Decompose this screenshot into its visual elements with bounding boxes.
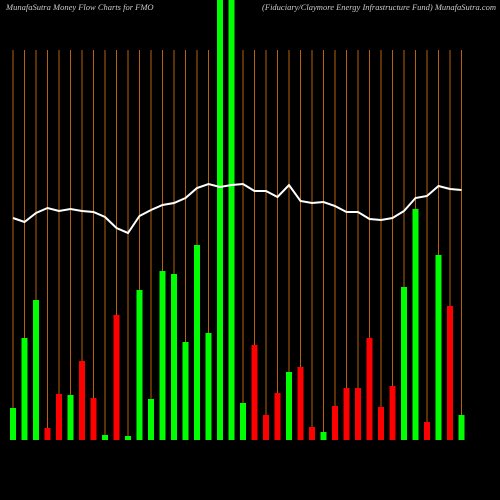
bar [401, 287, 407, 440]
bar [159, 271, 166, 440]
bar [378, 407, 384, 440]
bar [228, 0, 235, 440]
bar [125, 436, 131, 440]
bar [424, 422, 430, 440]
bar [79, 361, 85, 440]
bar [286, 372, 292, 440]
bar [274, 393, 281, 440]
bar [44, 428, 51, 440]
bar [435, 255, 442, 440]
bar [21, 338, 28, 440]
bar [309, 427, 315, 440]
bar [447, 306, 453, 440]
chart-title: MunafaSutra Money Flow Charts for FMO [5, 2, 154, 12]
bar [90, 398, 97, 440]
bar [343, 388, 350, 440]
bar [10, 408, 16, 440]
bar [113, 315, 120, 440]
bar [240, 403, 246, 440]
bar [389, 386, 396, 440]
bar [217, 0, 223, 440]
bar [355, 388, 361, 440]
bar [412, 209, 419, 440]
bar [263, 415, 269, 440]
bar [297, 367, 304, 440]
bar [148, 399, 154, 440]
bar [67, 395, 74, 440]
line [12, 182, 462, 235]
bar [194, 245, 200, 440]
bar [366, 338, 373, 440]
bar [458, 415, 465, 440]
bar [171, 274, 177, 440]
chart-subtitle: (Fiduciary/Claymore Energy Infrastructur… [262, 2, 496, 12]
bar [136, 290, 143, 440]
bar [182, 342, 189, 440]
bar [205, 333, 212, 440]
bar [332, 406, 338, 440]
bar [33, 300, 39, 440]
bar [56, 394, 62, 440]
bar [102, 435, 108, 440]
bar [320, 432, 327, 440]
bar [251, 345, 258, 440]
